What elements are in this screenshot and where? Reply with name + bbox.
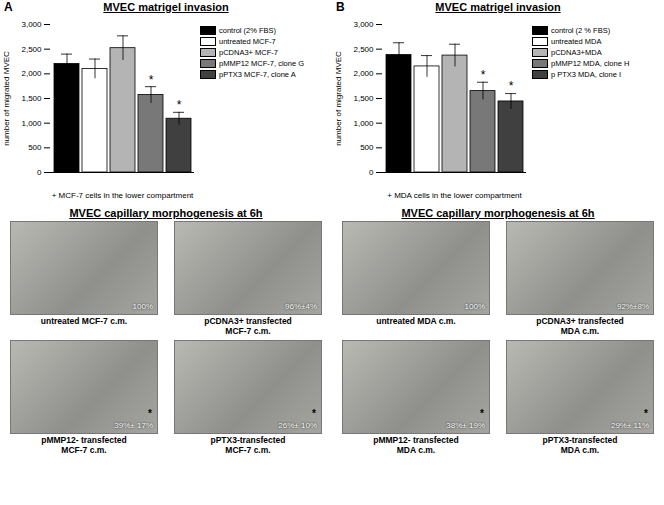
html-text:MCF-7 c.m.: MCF-7 c.m. <box>225 326 271 336</box>
html-text:MDA c.m.: MDA c.m. <box>396 445 436 455</box>
html-text:MVEC capillary morphogenesis a: MVEC capillary morphogenesis at 6h <box>401 207 595 219</box>
svg-text:3,000: 3,000 <box>353 20 374 29</box>
html-text:pPTX3-transfected: pPTX3-transfected <box>210 435 286 445</box>
html-text:MVEC matrigel invasion: MVEC matrigel invasion <box>435 1 561 13</box>
html-text:pCDNA3+ transfected: pCDNA3+ transfected <box>536 316 624 326</box>
svg-text:2,500: 2,500 <box>353 45 374 54</box>
html-text:MDA c.m.: MDA c.m. <box>560 326 600 336</box>
html-text:untreated MCF-7: untreated MCF-7 <box>219 37 276 46</box>
svg-text:500: 500 <box>360 143 374 152</box>
html-text:pMMP12 MDA, clone H: pMMP12 MDA, clone H <box>551 59 630 68</box>
svg-text:3,000: 3,000 <box>21 20 42 29</box>
svg-text:1,500: 1,500 <box>353 94 374 103</box>
svg-text:*: * <box>509 79 514 93</box>
html-text:38%± 19%: 38%± 19% <box>446 421 485 430</box>
html-text:control (2 % FBS): control (2 % FBS) <box>551 26 611 35</box>
html-text:MVEC matrigel invasion: MVEC matrigel invasion <box>103 1 229 13</box>
svg-text:*: * <box>177 98 182 112</box>
svg-text:0: 0 <box>37 168 42 177</box>
svg-text:number of migrated MVEC: number of migrated MVEC <box>2 51 11 146</box>
html-text:29%± 11%: 29%± 11% <box>611 421 649 430</box>
html-text:untreated MCF-7 c.m.: untreated MCF-7 c.m. <box>40 316 128 326</box>
html-text:pCDNA3+ MCF-7: pCDNA3+ MCF-7 <box>219 48 278 57</box>
svg-text:2,500: 2,500 <box>21 45 42 54</box>
html-text:control (2% FBS): control (2% FBS) <box>219 26 277 35</box>
html-text:p PTX3 MDA, clone I: p PTX3 MDA, clone I <box>551 70 621 79</box>
html-text:96%±4%: 96%±4% <box>285 302 317 311</box>
html-text:pPTX3-transfected: pPTX3-transfected <box>542 435 618 445</box>
svg-text:1,000: 1,000 <box>21 119 42 128</box>
html-text:26%± 10%: 26%± 10% <box>278 421 317 430</box>
html-text:100%: 100% <box>464 302 485 311</box>
html-text:pMMP12- transfected: pMMP12- transfected <box>41 435 127 445</box>
svg-text:500: 500 <box>28 143 42 152</box>
html-text:MDA c.m.: MDA c.m. <box>560 445 600 455</box>
html-text:pCDNA3+MDA: pCDNA3+MDA <box>551 48 602 57</box>
svg-text:0: 0 <box>369 168 374 177</box>
html-text:A: A <box>4 0 13 14</box>
html-text:untreated MDA: untreated MDA <box>551 37 602 46</box>
svg-text:+ MDA cells in the lower compa: + MDA cells in the lower compartment <box>387 191 522 200</box>
html-text:100%: 100% <box>132 302 153 311</box>
svg-text:number of migrated MVEC: number of migrated MVEC <box>334 51 343 146</box>
html-text:untreated MDA c.m.: untreated MDA c.m. <box>376 316 456 326</box>
svg-text:+ MCF-7 cells in the lower com: + MCF-7 cells in the lower compartment <box>52 191 194 200</box>
html-text:MCF-7 c.m.: MCF-7 c.m. <box>61 445 107 455</box>
html-text:pPTX3 MCF-7, clone A: pPTX3 MCF-7, clone A <box>219 70 296 79</box>
html-text:92%±8%: 92%±8% <box>617 302 649 311</box>
svg-text:2,000: 2,000 <box>353 69 374 78</box>
svg-text:1,000: 1,000 <box>353 119 374 128</box>
svg-text:*: * <box>481 68 486 82</box>
html-text:39%± 17%: 39%± 17% <box>114 421 153 430</box>
html-text:pMMP12- transfected: pMMP12- transfected <box>373 435 459 445</box>
svg-text:*: * <box>149 73 154 87</box>
html-text:pMMP12 MCF-7, clone G: pMMP12 MCF-7, clone G <box>219 59 304 68</box>
html-text:pCDNA3+ transfected: pCDNA3+ transfected <box>204 316 292 326</box>
html-text:B: B <box>336 0 345 14</box>
svg-text:1,500: 1,500 <box>21 94 42 103</box>
svg-text:2,000: 2,000 <box>21 69 42 78</box>
html-text:MCF-7 c.m.: MCF-7 c.m. <box>225 445 271 455</box>
html-text:MVEC capillary morphogenesis a: MVEC capillary morphogenesis at 6h <box>69 207 263 219</box>
